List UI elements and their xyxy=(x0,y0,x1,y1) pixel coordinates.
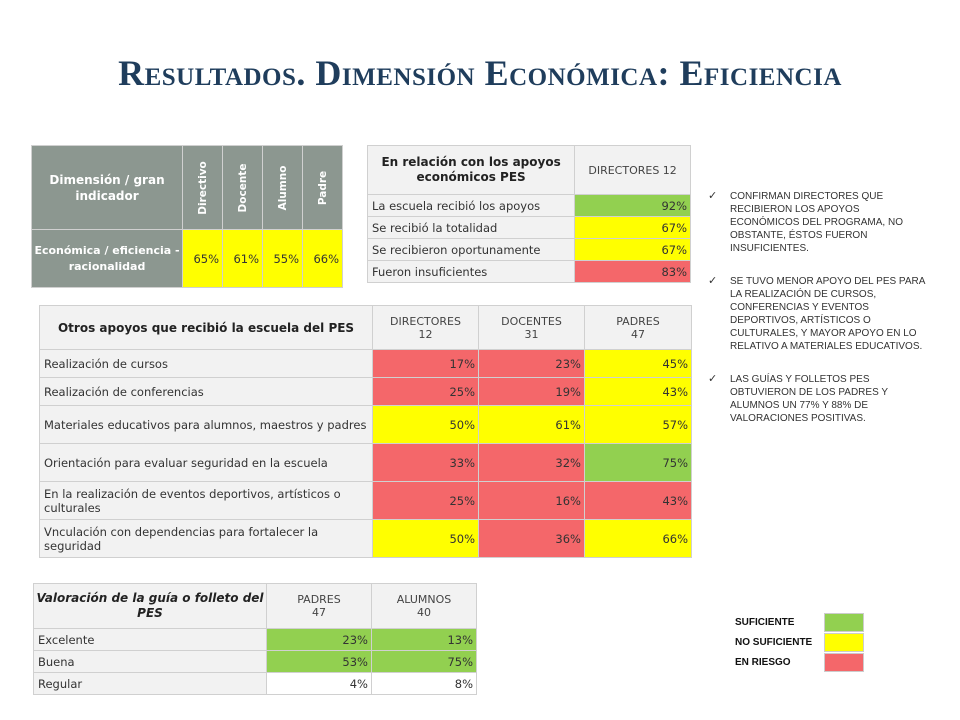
table-row-label: Excelente xyxy=(33,628,267,651)
legend-swatch xyxy=(824,612,864,632)
table-cell-value: 23% xyxy=(266,628,372,651)
otros-apoyos-table: Otros apoyos que recibió la escuela del … xyxy=(38,305,693,558)
table-cell-value: 25% xyxy=(372,377,480,406)
table-cell-value: 36% xyxy=(478,519,585,558)
table-cell-value: 57% xyxy=(583,405,693,444)
table-cell-value: 33% xyxy=(372,443,480,482)
col-header-directores: DIRECTORES 12 xyxy=(574,145,691,195)
checkmark-icon: ✓ xyxy=(708,373,718,385)
legend-label: EN RIESGO xyxy=(735,656,791,668)
economica-row-label: Económica / eficiencia - racionalidad xyxy=(30,229,184,288)
table-cell-value: 83% xyxy=(574,260,691,283)
table-cell-value: 13% xyxy=(370,628,478,651)
table-cell-value: 66% xyxy=(583,519,693,558)
note-item: ✓ CONFIRMAN DIRECTORES QUE RECIBIERON LO… xyxy=(708,190,928,255)
legend-swatch xyxy=(824,652,864,672)
table-cell-value: 50% xyxy=(372,405,480,444)
col-header-directivo: Directivo xyxy=(182,145,224,230)
color-legend: SUFICIENTE NO SUFICIENTE EN RIESGO xyxy=(735,612,864,672)
value-alumno: 55% xyxy=(262,229,303,288)
note-item: ✓ SE TUVO MENOR APOYO DEL PES PARA LA RE… xyxy=(708,275,928,353)
checkmark-icon: ✓ xyxy=(708,190,718,202)
value-docente: 61% xyxy=(222,229,264,288)
col-header-alumnos: ALUMNOS 40 xyxy=(370,583,478,629)
valoracion-guia-table: Valoración de la guía o folleto del PES … xyxy=(33,583,478,695)
col-header-padres: PADRES 47 xyxy=(583,305,693,350)
table-row-label: La escuela recibió los apoyos xyxy=(366,194,576,217)
legend-label: NO SUFICIENTE xyxy=(735,636,813,648)
value-directivo: 65% xyxy=(182,229,224,288)
page-title: Resultados. Dimensión Económica: Eficien… xyxy=(118,53,842,93)
table-cell-value: 75% xyxy=(583,443,693,482)
legend-item-en-riesgo: EN RIESGO xyxy=(735,652,864,672)
note-text: LAS GUÍAS Y FOLLETOS PES OBTUVIERON DE L… xyxy=(730,374,888,424)
col-header-docentes: DOCENTES 31 xyxy=(478,305,585,350)
col-header-directores: DIRECTORES 12 xyxy=(372,305,480,350)
apoyos-economicos-table: En relación con los apoyos económicos PE… xyxy=(366,145,691,283)
note-text: CONFIRMAN DIRECTORES QUE RECIBIERON LOS … xyxy=(730,191,903,254)
otros-apoyos-header: Otros apoyos que recibió la escuela del … xyxy=(38,305,374,350)
legend-item-suficiente: SUFICIENTE xyxy=(735,612,864,632)
legend-item-no-suficiente: NO SUFICIENTE xyxy=(735,632,864,652)
table-row-label: Buena xyxy=(33,650,267,673)
table-cell-value: 53% xyxy=(266,650,372,673)
table-cell-value: 92% xyxy=(574,194,691,217)
table-row-label: Regular xyxy=(33,672,267,695)
legend-swatch xyxy=(824,632,864,652)
table-cell-value: 67% xyxy=(574,238,691,261)
col-header-docente: Docente xyxy=(222,145,264,230)
table-row-label: Se recibió la totalidad xyxy=(366,216,576,239)
value-padre: 66% xyxy=(302,229,343,288)
table-row-label: Orientación para evaluar seguridad en la… xyxy=(38,443,374,482)
note-item: ✓ LAS GUÍAS Y FOLLETOS PES OBTUVIERON DE… xyxy=(708,373,928,425)
col-header-padre: Padre xyxy=(302,145,343,230)
table-row-label: Realización de conferencias xyxy=(38,377,374,406)
table-cell-value: 67% xyxy=(574,216,691,239)
table-cell-value: 32% xyxy=(478,443,585,482)
apoyos-economicos-header: En relación con los apoyos económicos PE… xyxy=(366,145,576,195)
dimension-header: Dimensión / gran indicador xyxy=(30,145,184,230)
table-cell-value: 17% xyxy=(372,349,480,378)
table-cell-value: 8% xyxy=(370,672,478,695)
table-row-label: En la realización de eventos deportivos,… xyxy=(38,481,374,520)
table-cell-value: 50% xyxy=(372,519,480,558)
table-row-label: Realización de cursos xyxy=(38,349,374,378)
table-cell-value: 43% xyxy=(583,377,693,406)
table-cell-value: 23% xyxy=(478,349,585,378)
valoracion-header: Valoración de la guía o folleto del PES xyxy=(33,583,267,629)
table-row-label: Materiales educativos para alumnos, maes… xyxy=(38,405,374,444)
col-header-padres: PADRES 47 xyxy=(266,583,372,629)
table-cell-value: 25% xyxy=(372,481,480,520)
table-cell-value: 19% xyxy=(478,377,585,406)
table-row-label: Vnculación con dependencias para fortale… xyxy=(38,519,374,558)
table-cell-value: 61% xyxy=(478,405,585,444)
table-cell-value: 4% xyxy=(266,672,372,695)
findings-notes: ✓ CONFIRMAN DIRECTORES QUE RECIBIERON LO… xyxy=(708,190,928,445)
table-cell-value: 16% xyxy=(478,481,585,520)
checkmark-icon: ✓ xyxy=(708,275,718,287)
table-row-label: Fueron insuficientes xyxy=(366,260,576,283)
note-text: SE TUVO MENOR APOYO DEL PES PARA LA REAL… xyxy=(730,276,925,352)
dimension-table: Dimensión / gran indicador Directivo Doc… xyxy=(30,145,343,288)
table-row-label: Se recibieron oportunamente xyxy=(366,238,576,261)
col-header-alumno: Alumno xyxy=(262,145,303,230)
table-cell-value: 75% xyxy=(370,650,478,673)
table-cell-value: 43% xyxy=(583,481,693,520)
legend-label: SUFICIENTE xyxy=(735,616,795,628)
table-cell-value: 45% xyxy=(583,349,693,378)
